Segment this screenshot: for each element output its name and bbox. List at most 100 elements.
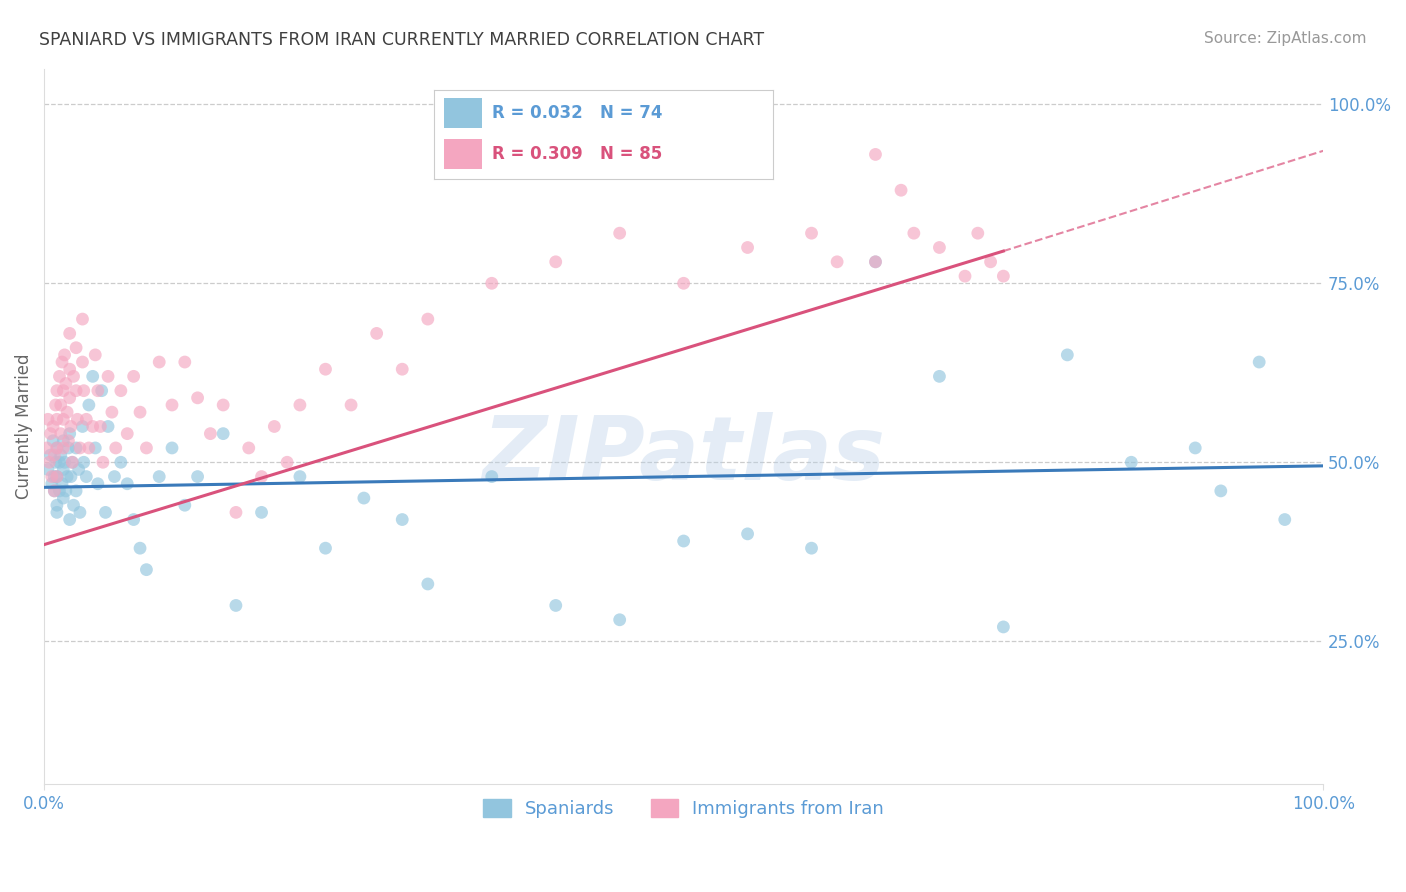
Point xyxy=(53,455,76,469)
Point xyxy=(51,355,73,369)
Point xyxy=(39,426,62,441)
Point xyxy=(966,226,988,240)
Point xyxy=(82,419,104,434)
Text: ZIPatlas: ZIPatlas xyxy=(482,411,886,499)
Point xyxy=(250,469,273,483)
Point xyxy=(481,469,503,483)
Point xyxy=(1249,355,1271,369)
Point xyxy=(903,226,925,240)
Point xyxy=(129,541,152,556)
Point xyxy=(122,369,145,384)
Point xyxy=(59,391,82,405)
Point xyxy=(59,326,82,341)
Point xyxy=(45,469,67,483)
Point xyxy=(89,419,111,434)
Point xyxy=(315,541,337,556)
Point xyxy=(865,255,887,269)
Point xyxy=(187,469,209,483)
Point xyxy=(52,441,75,455)
Point xyxy=(58,434,80,448)
Point xyxy=(59,362,82,376)
Point xyxy=(97,419,120,434)
Point xyxy=(75,469,97,483)
Point xyxy=(82,369,104,384)
Point xyxy=(45,398,67,412)
Point xyxy=(45,441,67,455)
Point xyxy=(110,384,132,398)
Point xyxy=(48,455,70,469)
Point xyxy=(59,426,82,441)
Point xyxy=(928,369,950,384)
Point xyxy=(544,599,567,613)
Point xyxy=(62,498,84,512)
Point xyxy=(94,505,117,519)
Point xyxy=(416,312,439,326)
Point xyxy=(56,405,79,419)
Point xyxy=(84,348,107,362)
Point xyxy=(39,448,62,462)
Point xyxy=(122,512,145,526)
Point xyxy=(55,483,77,498)
Point xyxy=(238,441,260,455)
Point xyxy=(65,384,87,398)
Point xyxy=(44,469,66,483)
Point xyxy=(212,426,235,441)
Point xyxy=(60,455,83,469)
Point xyxy=(865,255,887,269)
Point xyxy=(44,448,66,462)
Point xyxy=(49,448,72,462)
Legend: Spaniards, Immigrants from Iran: Spaniards, Immigrants from Iran xyxy=(477,792,891,825)
Point xyxy=(97,369,120,384)
Point xyxy=(42,419,65,434)
Point xyxy=(66,412,89,426)
Point xyxy=(148,469,170,483)
Point xyxy=(41,469,63,483)
Point xyxy=(173,355,195,369)
Point xyxy=(391,362,413,376)
Point xyxy=(67,462,90,476)
Point xyxy=(58,441,80,455)
Point xyxy=(200,426,222,441)
Text: Source: ZipAtlas.com: Source: ZipAtlas.com xyxy=(1204,31,1367,46)
Y-axis label: Currently Married: Currently Married xyxy=(15,354,32,500)
Point xyxy=(117,426,139,441)
Point xyxy=(225,505,247,519)
Point xyxy=(69,441,91,455)
Point xyxy=(160,441,183,455)
Point xyxy=(65,483,87,498)
Point xyxy=(48,483,70,498)
Point xyxy=(35,441,58,455)
Point xyxy=(800,226,823,240)
Point xyxy=(53,348,76,362)
Point xyxy=(366,326,388,341)
Point xyxy=(187,391,209,405)
Point xyxy=(110,455,132,469)
Point xyxy=(609,613,631,627)
Point xyxy=(41,476,63,491)
Point xyxy=(928,240,950,254)
Point xyxy=(148,355,170,369)
Point xyxy=(72,355,94,369)
Point xyxy=(73,384,96,398)
Point xyxy=(91,455,114,469)
Point xyxy=(117,476,139,491)
Point xyxy=(52,434,75,448)
Point xyxy=(84,441,107,455)
Point xyxy=(544,255,567,269)
Point xyxy=(288,469,311,483)
Point xyxy=(38,455,60,469)
Point xyxy=(672,277,695,291)
Point xyxy=(52,412,75,426)
Point xyxy=(65,441,87,455)
Point xyxy=(225,599,247,613)
Text: SPANIARD VS IMMIGRANTS FROM IRAN CURRENTLY MARRIED CORRELATION CHART: SPANIARD VS IMMIGRANTS FROM IRAN CURRENT… xyxy=(39,31,765,49)
Point xyxy=(48,369,70,384)
Point xyxy=(45,498,67,512)
Point xyxy=(103,469,125,483)
Point xyxy=(315,362,337,376)
Point xyxy=(45,505,67,519)
Point xyxy=(72,419,94,434)
Point xyxy=(737,240,759,254)
Point xyxy=(416,577,439,591)
Point xyxy=(993,269,1015,284)
